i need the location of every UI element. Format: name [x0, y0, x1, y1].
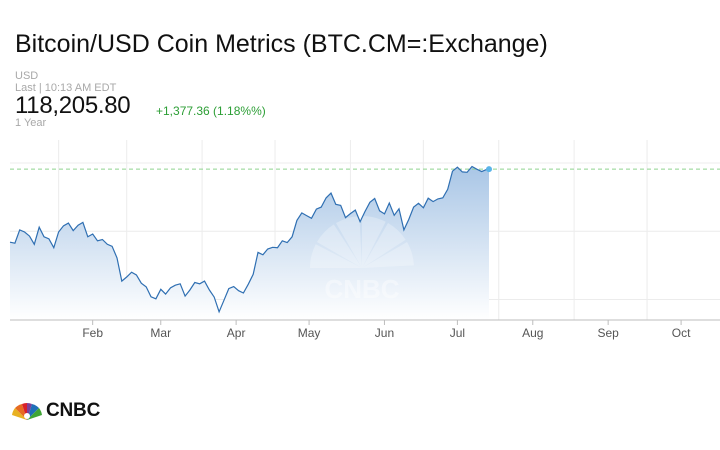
watermark-feather: [336, 216, 362, 268]
x-tick-label: Mar: [150, 326, 171, 340]
x-tick-label: Aug: [522, 326, 543, 340]
currency-label: USD: [15, 70, 39, 82]
watermark-feather: [362, 242, 414, 268]
watermark-feather: [316, 224, 362, 268]
price-line: [9, 165, 490, 314]
time-period-label: 1 Year: [15, 117, 47, 129]
price-area-fill: [10, 166, 489, 320]
x-tick-label: May: [298, 326, 321, 340]
price-change: +1,377.36 (1.18%%): [156, 104, 266, 118]
watermark-text: CNBC: [324, 274, 399, 304]
watermark-feather: [362, 222, 406, 268]
chart-watermark: CNBC: [310, 216, 414, 304]
x-tick-label: Apr: [227, 326, 246, 340]
watermark-feather: [362, 216, 386, 268]
page-title: Bitcoin/USD Coin Metrics (BTC.CM=:Exchan…: [15, 30, 548, 58]
x-tick-label: Jul: [450, 326, 465, 340]
x-tick-label: Sep: [597, 326, 619, 340]
watermark-feather: [310, 244, 362, 268]
price-chart[interactable]: CNBC Feb Mar Apr May Jun Jul Aug Sep Oct: [0, 140, 720, 350]
x-axis-ticks: Feb Mar Apr May Jun Jul Aug Sep Oct: [82, 320, 691, 340]
x-tick-label: Feb: [82, 326, 103, 340]
last-point-marker[interactable]: [486, 166, 493, 173]
peacock-icon: [12, 403, 42, 420]
last-update-label: Last | 10:13 AM EDT: [15, 82, 117, 94]
x-tick-label: Jun: [375, 326, 394, 340]
x-tick-label: Oct: [672, 326, 691, 340]
cnbc-logo: CNBC: [10, 400, 100, 422]
last-price: 118,205.80: [15, 92, 131, 119]
cnbc-logo-text: CNBC: [46, 400, 101, 421]
